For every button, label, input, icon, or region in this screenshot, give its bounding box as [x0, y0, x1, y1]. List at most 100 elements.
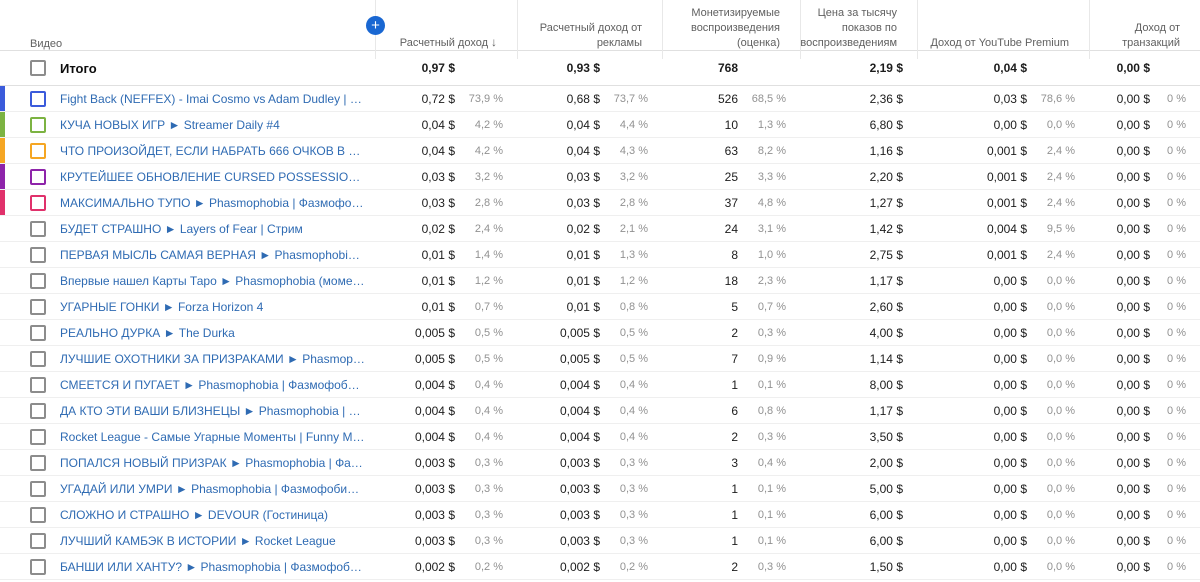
- row-checkbox[interactable]: [30, 90, 46, 107]
- metric-percent: 3,3 %: [757, 170, 786, 183]
- metric-percent: 0,4 %: [474, 378, 503, 391]
- row-checkbox[interactable]: [30, 428, 46, 445]
- metric-percent: 0 %: [1167, 144, 1186, 157]
- video-title-link[interactable]: СМЕЕТСЯ И ПУГАЕТ ► Phasmophobia | Фазмоф…: [60, 377, 375, 392]
- metric-value: 0,004 $: [559, 377, 600, 392]
- column-header-premium-revenue[interactable]: Доход от YouTube Premium: [917, 0, 1089, 59]
- premium-revenue-cell: 0,001 $ 2,4 %: [917, 164, 1089, 189]
- metric-value: 0,00 $: [1116, 325, 1150, 340]
- column-header-transaction-revenue[interactable]: Доход от транзакций: [1089, 0, 1200, 59]
- row-checkbox[interactable]: [30, 298, 46, 315]
- monetized-playbacks-cell: 8 1,0 %: [662, 242, 800, 267]
- table-row: КУЧА НОВЫХ ИГР ► Streamer Daily #4 0,04 …: [0, 112, 1200, 138]
- row-checkbox[interactable]: [30, 376, 46, 393]
- video-title-link[interactable]: Fight Back (NEFFEX) - Imai Cosmo vs Adam…: [60, 91, 375, 106]
- metric-value: 0,02 $: [421, 221, 455, 236]
- video-title-link[interactable]: ПЕРВАЯ МЫСЛЬ САМАЯ ВЕРНАЯ ► Phasmophobia…: [60, 247, 375, 262]
- video-title-link[interactable]: КУЧА НОВЫХ ИГР ► Streamer Daily #4: [60, 117, 280, 132]
- metric-percent: 0,0 %: [1046, 508, 1075, 521]
- table-row: Впервые нашел Карты Таро ► Phasmophobia …: [0, 268, 1200, 294]
- metric-percent: 4,2 %: [474, 118, 503, 131]
- metric-value: 0,03 $: [993, 91, 1027, 106]
- video-title-link[interactable]: ЛУЧШИЙ КАМБЭК В ИСТОРИИ ► Rocket League: [60, 533, 336, 548]
- metric-value: 0,00 $: [993, 325, 1027, 340]
- transaction-revenue-cell: 0,00 $ 0 %: [1089, 502, 1200, 527]
- estimated-revenue-cell: 0,03 $ 2,8 %: [375, 190, 517, 215]
- row-checkbox[interactable]: [30, 116, 46, 133]
- video-title-link[interactable]: УГАДАЙ ИЛИ УМРИ ► Phasmophobia | Фазмофо…: [60, 481, 375, 496]
- row-checkbox[interactable]: [30, 220, 46, 237]
- metric-value: 0,00 $: [1116, 221, 1150, 236]
- video-title-link[interactable]: БУДЕТ СТРАШНО ► Layers of Fear | Стрим: [60, 221, 303, 236]
- metric-percent: 4,4 %: [619, 118, 648, 131]
- video-cell: Fight Back (NEFFEX) - Imai Cosmo vs Adam…: [0, 86, 375, 111]
- row-checkbox[interactable]: [30, 558, 46, 575]
- row-checkbox[interactable]: [30, 194, 46, 211]
- video-title-link[interactable]: УГАРНЫЕ ГОНКИ ► Forza Horizon 4: [60, 299, 264, 314]
- column-header-monetized-playbacks[interactable]: Монетизируемые воспроизведения (оценка): [662, 0, 800, 59]
- monetized-playbacks-cell: 1 0,1 %: [662, 476, 800, 501]
- table-row: РЕАЛЬНО ДУРКА ► The Durka 0,005 $ 0,5 % …: [0, 320, 1200, 346]
- row-checkbox[interactable]: [30, 246, 46, 263]
- premium-revenue-cell: 0,00 $ 0,0 %: [917, 268, 1089, 293]
- table-row: БУДЕТ СТРАШНО ► Layers of Fear | Стрим 0…: [0, 216, 1200, 242]
- add-metric-button[interactable]: +: [366, 16, 385, 35]
- metric-value: 6,00 $: [869, 533, 903, 548]
- video-title-link[interactable]: Впервые нашел Карты Таро ► Phasmophobia …: [60, 273, 375, 288]
- metric-value: 0,02 $: [566, 221, 600, 236]
- premium-revenue-cell: 0,001 $ 2,4 %: [917, 242, 1089, 267]
- metric-value: 6,80 $: [869, 117, 903, 132]
- row-checkbox[interactable]: [30, 532, 46, 549]
- metric-value: 3: [731, 455, 738, 470]
- video-title-link[interactable]: ПОПАЛСЯ НОВЫЙ ПРИЗРАК ► Phasmophobia | Ф…: [60, 455, 375, 470]
- row-checkbox[interactable]: [30, 402, 46, 419]
- metric-percent: 0 %: [1167, 508, 1186, 521]
- metric-percent: 0 %: [1167, 274, 1186, 287]
- video-cell: БУДЕТ СТРАШНО ► Layers of Fear | Стрим: [0, 216, 375, 241]
- row-checkbox[interactable]: [30, 168, 46, 185]
- column-header-ad-revenue[interactable]: Расчетный доход от рекламы: [517, 0, 662, 59]
- metric-value: 0,001 $: [986, 143, 1027, 158]
- column-header-playback-cpm[interactable]: Цена за тысячу показов по воспроизведени…: [800, 0, 917, 59]
- video-title-link[interactable]: БАНШИ ИЛИ ХАНТУ? ► Phasmophobia | Фазмоф…: [60, 559, 375, 574]
- ad-revenue-cell: 0,01 $ 1,3 %: [517, 242, 662, 267]
- metric-percent: 0,2 %: [474, 560, 503, 573]
- row-checkbox[interactable]: [30, 142, 46, 159]
- video-title-link[interactable]: ДА КТО ЭТИ ВАШИ БЛИЗНЕЦЫ ► Phasmophobia …: [60, 403, 375, 418]
- metric-percent: 0,0 %: [1046, 482, 1075, 495]
- video-title-link[interactable]: ЧТО ПРОИЗОЙДЕТ, ЕСЛИ НАБРАТЬ 666 ОЧКОВ В…: [60, 143, 375, 158]
- metric-value: 2,75 $: [869, 247, 903, 262]
- metric-value: 0,003 $: [559, 533, 600, 548]
- metric-percent: 0 %: [1167, 430, 1186, 443]
- transaction-revenue-cell: 0,00 $ 0 %: [1089, 112, 1200, 137]
- row-checkbox[interactable]: [30, 454, 46, 471]
- transaction-revenue-cell: 0,00 $ 0 %: [1089, 138, 1200, 163]
- video-title-link[interactable]: МАКСИМАЛЬНО ТУПО ► Phasmophobia | Фазмоф…: [60, 195, 375, 210]
- table-row: УГАДАЙ ИЛИ УМРИ ► Phasmophobia | Фазмофо…: [0, 476, 1200, 502]
- row-checkbox[interactable]: [30, 324, 46, 341]
- estimated-revenue-cell: 0,02 $ 2,4 %: [375, 216, 517, 241]
- video-title-link[interactable]: СЛОЖНО И СТРАШНО ► DEVOUR (Гостиница): [60, 507, 329, 522]
- ad-revenue-cell: 0,004 $ 0,4 %: [517, 424, 662, 449]
- select-all-checkbox[interactable]: [30, 60, 46, 76]
- video-title-link[interactable]: ЛУЧШИЕ ОХОТНИКИ ЗА ПРИЗРАКАМИ ► Phasmoph…: [60, 351, 375, 366]
- metric-percent: 0,4 %: [474, 430, 503, 443]
- metric-value: 0,003 $: [559, 455, 600, 470]
- premium-revenue-cell: 0,001 $ 2,4 %: [917, 190, 1089, 215]
- row-checkbox[interactable]: [30, 350, 46, 367]
- row-checkbox[interactable]: [30, 272, 46, 289]
- row-checkbox[interactable]: [30, 480, 46, 497]
- metric-value: 0,00 $: [1116, 403, 1150, 418]
- row-checkbox[interactable]: [30, 506, 46, 523]
- table-row: ЛУЧШИЙ КАМБЭК В ИСТОРИИ ► Rocket League …: [0, 528, 1200, 554]
- video-title-link[interactable]: КРУТЕЙШЕЕ ОБНОВЛЕНИЕ CURSED POSSESSION В…: [60, 169, 375, 184]
- metric-value: 2,60 $: [869, 299, 903, 314]
- column-header-estimated-revenue[interactable]: Расчетный доход ↓: [375, 0, 517, 59]
- playback-cpm-cell: 8,00 $: [800, 372, 917, 397]
- metric-value: 0,004 $: [414, 377, 455, 392]
- video-cell: КРУТЕЙШЕЕ ОБНОВЛЕНИЕ CURSED POSSESSION В…: [0, 164, 375, 189]
- video-title-link[interactable]: Rocket League - Самые Угарные Моменты | …: [60, 429, 375, 444]
- metric-value: 0,01 $: [566, 273, 600, 288]
- metric-value: 5: [731, 299, 738, 314]
- video-title-link[interactable]: РЕАЛЬНО ДУРКА ► The Durka: [60, 325, 235, 340]
